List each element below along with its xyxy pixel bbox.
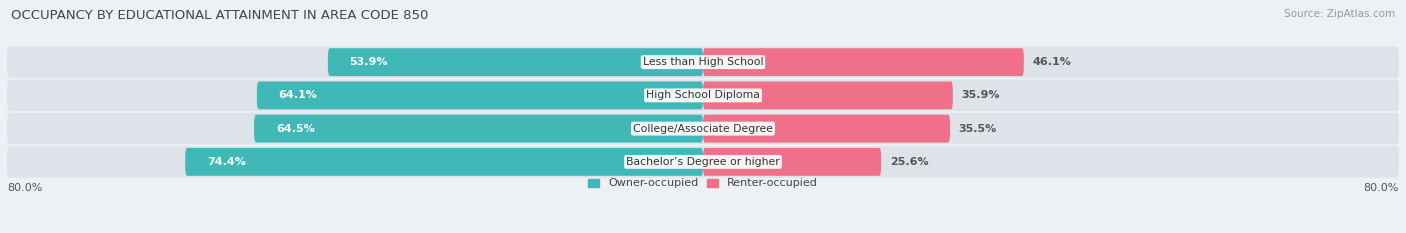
Text: 74.4%: 74.4% (207, 157, 246, 167)
Text: 25.6%: 25.6% (890, 157, 928, 167)
FancyBboxPatch shape (703, 82, 953, 109)
Text: 64.1%: 64.1% (278, 90, 318, 100)
Text: 64.5%: 64.5% (276, 124, 315, 134)
Text: Source: ZipAtlas.com: Source: ZipAtlas.com (1284, 9, 1395, 19)
FancyBboxPatch shape (186, 148, 703, 176)
Text: Less than High School: Less than High School (643, 57, 763, 67)
Text: College/Associate Degree: College/Associate Degree (633, 124, 773, 134)
Text: 35.9%: 35.9% (962, 90, 1000, 100)
Text: High School Diploma: High School Diploma (647, 90, 759, 100)
Text: 46.1%: 46.1% (1032, 57, 1071, 67)
Text: Bachelor’s Degree or higher: Bachelor’s Degree or higher (626, 157, 780, 167)
Text: 53.9%: 53.9% (350, 57, 388, 67)
FancyBboxPatch shape (7, 113, 1399, 144)
FancyBboxPatch shape (7, 46, 1399, 78)
FancyBboxPatch shape (254, 115, 703, 143)
Text: OCCUPANCY BY EDUCATIONAL ATTAINMENT IN AREA CODE 850: OCCUPANCY BY EDUCATIONAL ATTAINMENT IN A… (11, 9, 429, 22)
FancyBboxPatch shape (7, 80, 1399, 111)
Text: 80.0%: 80.0% (1364, 183, 1399, 193)
Text: 35.5%: 35.5% (959, 124, 997, 134)
FancyBboxPatch shape (703, 48, 1024, 76)
Legend: Owner-occupied, Renter-occupied: Owner-occupied, Renter-occupied (588, 178, 818, 188)
Text: 80.0%: 80.0% (7, 183, 42, 193)
FancyBboxPatch shape (7, 146, 1399, 178)
FancyBboxPatch shape (703, 115, 950, 143)
FancyBboxPatch shape (328, 48, 703, 76)
FancyBboxPatch shape (703, 148, 882, 176)
FancyBboxPatch shape (257, 82, 703, 109)
